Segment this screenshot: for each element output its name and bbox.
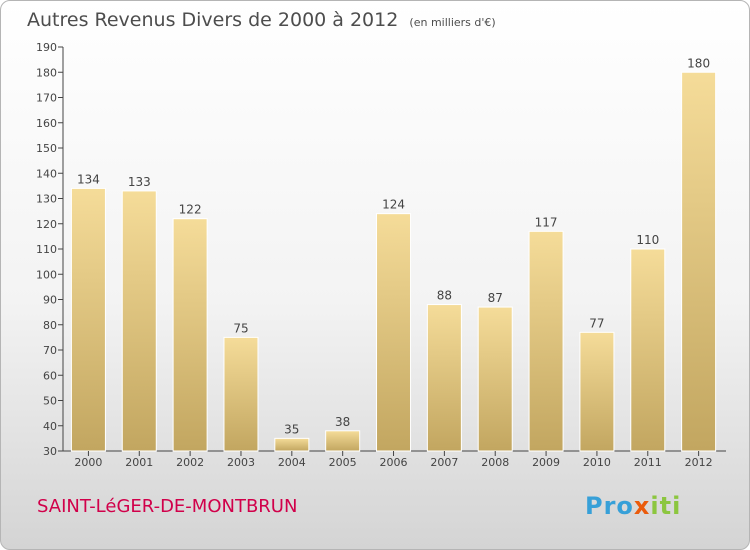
x-tick-group: 2000 2001 2002 2003 2004 2005 2006 2007 2008 2009… [74, 451, 713, 469]
bar-2007 [426, 304, 462, 452]
x-tick-label-2000: 2000 [74, 456, 102, 469]
bar-2001 [121, 190, 157, 452]
y-tick-label: 50 [43, 395, 57, 408]
value-label-2008: 87 [488, 291, 503, 305]
chart-subtitle: (en milliers d'€) [409, 16, 496, 29]
value-label-2006: 124 [382, 198, 405, 212]
y-tick-label: 190 [36, 41, 57, 54]
value-label-2007: 88 [437, 289, 452, 303]
y-tick-label: 80 [43, 319, 57, 332]
value-label-2009: 117 [535, 215, 558, 229]
value-label-2010: 77 [589, 316, 604, 330]
logo-text-pro: Pro [585, 492, 634, 520]
bar-group [70, 71, 717, 452]
bar-2009 [528, 230, 564, 452]
y-tick-label: 30 [43, 445, 57, 458]
x-tick-label-2004: 2004 [278, 456, 306, 469]
bar-2006 [376, 213, 412, 452]
value-label-2005: 38 [335, 415, 350, 429]
logo-text-iti: iti [650, 492, 682, 520]
title-row: Autres Revenus Divers de 2000 à 2012 (en… [27, 9, 496, 31]
bar-2008 [477, 306, 513, 452]
bar-2005 [325, 430, 361, 452]
value-label-2004: 35 [284, 422, 299, 436]
x-tick-label-2006: 2006 [380, 456, 408, 469]
x-tick-label-2001: 2001 [125, 456, 153, 469]
x-tick-label-2010: 2010 [583, 456, 611, 469]
bar-2002 [172, 218, 208, 452]
proxiti-logo[interactable]: Proxiti [585, 492, 681, 520]
value-label-2011: 110 [636, 233, 659, 247]
x-tick-label-2003: 2003 [227, 456, 255, 469]
x-tick-label-2007: 2007 [430, 456, 458, 469]
y-tick-label: 60 [43, 369, 57, 382]
value-label-2012: 180 [687, 56, 710, 70]
x-tick-label-2011: 2011 [634, 456, 662, 469]
y-tick-label: 120 [36, 218, 57, 231]
y-tick-label: 130 [36, 193, 57, 206]
y-tick-label: 180 [36, 66, 57, 79]
x-tick-label-2005: 2005 [329, 456, 357, 469]
value-label-2000: 134 [77, 172, 100, 186]
bar-2012 [681, 71, 717, 452]
x-tick-label-2008: 2008 [481, 456, 509, 469]
x-tick-label-2012: 2012 [685, 456, 713, 469]
y-tick-group: 30 40 50 60 70 80 90 100 110 120 130 140 150 160 170 18… [36, 41, 63, 458]
bar-2003 [223, 336, 259, 452]
bar-2011 [630, 248, 666, 452]
y-tick-label: 160 [36, 117, 57, 130]
value-label-2002: 122 [179, 203, 202, 217]
value-label-2003: 75 [233, 321, 248, 335]
bar-2010 [579, 331, 615, 452]
commune-name: SAINT-LéGER-DE-MONTBRUN [37, 496, 298, 517]
value-label-group: 134 133 122 75 35 38 124 88 87 117 77 110 180 [77, 56, 710, 436]
chart-title: Autres Revenus Divers de 2000 à 2012 [27, 9, 399, 31]
y-tick-label: 70 [43, 344, 57, 357]
bar-2004 [274, 437, 310, 452]
y-tick-label: 110 [36, 243, 57, 256]
value-label-2001: 133 [128, 175, 151, 189]
y-tick-label: 150 [36, 142, 57, 155]
y-tick-label: 100 [36, 268, 57, 281]
x-tick-label-2002: 2002 [176, 456, 204, 469]
x-tick-label-2009: 2009 [532, 456, 560, 469]
y-tick-label: 170 [36, 92, 57, 105]
y-tick-label: 90 [43, 294, 57, 307]
y-tick-label: 140 [36, 167, 57, 180]
bar-2000 [70, 187, 106, 452]
y-tick-label: 40 [43, 420, 57, 433]
logo-text-x: x [633, 492, 651, 520]
